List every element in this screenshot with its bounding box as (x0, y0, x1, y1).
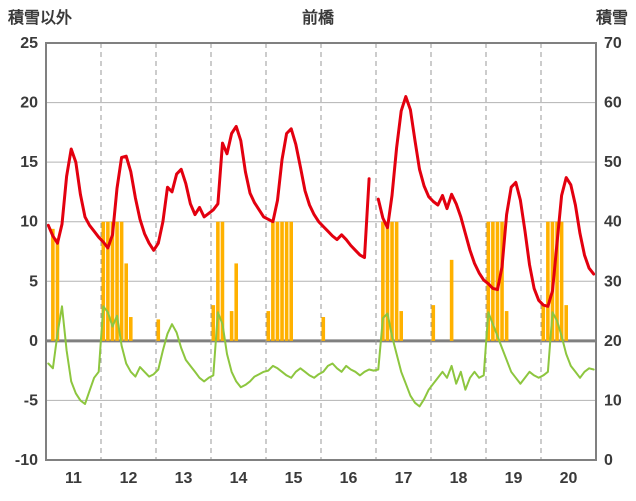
sunshine-bar (216, 221, 220, 341)
sunshine-bar (546, 221, 550, 341)
sunshine-bar (51, 228, 55, 341)
right-tick-labels: 70 60 50 40 30 20 10 0 (604, 35, 622, 469)
sunshine-bar (266, 311, 271, 341)
sunshine-bar (110, 221, 115, 341)
left-tick-label: 10 (20, 214, 38, 231)
x-tick-label: 17 (395, 470, 413, 487)
sunshine-bar (495, 221, 500, 341)
left-tick-label: 20 (20, 95, 38, 112)
sunshine-bar (271, 221, 275, 341)
sunshine-bar (390, 221, 394, 341)
x-tick-label: 19 (505, 470, 523, 487)
left-tick-label: 15 (20, 154, 38, 171)
sunshine-bar (101, 221, 106, 341)
left-axis-title: 積雪以外 (8, 10, 73, 27)
left-tick-label: 0 (29, 333, 38, 350)
x-tick-label: 18 (450, 470, 468, 487)
x-tick-label: 11 (65, 470, 82, 487)
right-tick-label: 40 (604, 214, 622, 231)
sunshine-bar (229, 311, 234, 341)
right-tick-label: 60 (604, 95, 622, 112)
sunshine-bar (555, 221, 559, 341)
left-tick-label: -10 (15, 452, 38, 469)
x-tick-label: 16 (340, 470, 358, 487)
sunshine-bar (381, 221, 385, 341)
v-gridlines (100, 43, 542, 460)
orange-bars (51, 221, 568, 341)
sunshine-bar (431, 305, 436, 341)
sunshine-bar (284, 221, 289, 341)
sunshine-bar (129, 317, 133, 341)
sunshine-bar (500, 221, 504, 341)
sunshine-bar (106, 221, 110, 341)
right-tick-label: 50 (604, 154, 622, 171)
x-tick-label: 12 (120, 470, 138, 487)
sunshine-bar (124, 263, 128, 341)
sunshine-bar (156, 319, 161, 341)
sunshine-bar (275, 221, 280, 341)
right-tick-label: 70 (604, 35, 622, 52)
left-tick-labels: 25 20 15 10 5 0 -5 -10 (15, 35, 38, 469)
sunshine-bar (449, 259, 454, 341)
sunshine-bar (289, 221, 293, 341)
red-line (46, 95, 596, 308)
sunshine-bar (220, 221, 225, 341)
sunshine-bar (504, 311, 509, 341)
sunshine-bar (559, 221, 564, 341)
sunshine-bar (385, 221, 390, 341)
sunshine-bar (115, 221, 119, 341)
chart-title: 前橋 (301, 10, 335, 27)
right-tick-label: 0 (604, 452, 613, 469)
left-tick-label: -5 (24, 392, 38, 409)
green-line (47, 305, 595, 408)
x-tick-labels: 11 12 13 14 15 16 17 18 19 20 (65, 470, 577, 487)
sunshine-bar (280, 221, 284, 341)
sunshine-bar (399, 311, 403, 341)
sunshine-bar (541, 305, 546, 341)
right-tick-label: 10 (604, 392, 622, 409)
sunshine-bar (564, 305, 568, 341)
right-tick-label: 20 (604, 333, 622, 350)
sunshine-bar (491, 221, 495, 341)
sunshine-bar (321, 317, 326, 341)
sunshine-bar (119, 221, 124, 341)
x-tick-label: 13 (175, 470, 193, 487)
sunshine-bar (55, 238, 60, 341)
plot-border (45, 42, 597, 461)
sunshine-bar (394, 221, 399, 341)
left-tick-label: 25 (20, 35, 38, 52)
x-tick-label: 14 (230, 470, 248, 487)
sunshine-bar (211, 305, 216, 341)
x-tick-label: 20 (560, 470, 578, 487)
right-tick-label: 30 (604, 273, 622, 290)
x-tick-label: 15 (285, 470, 303, 487)
right-axis-title: 積雪 (595, 10, 628, 27)
sunshine-bar (234, 263, 238, 341)
left-tick-label: 5 (29, 273, 38, 290)
sunshine-bar (486, 221, 491, 341)
